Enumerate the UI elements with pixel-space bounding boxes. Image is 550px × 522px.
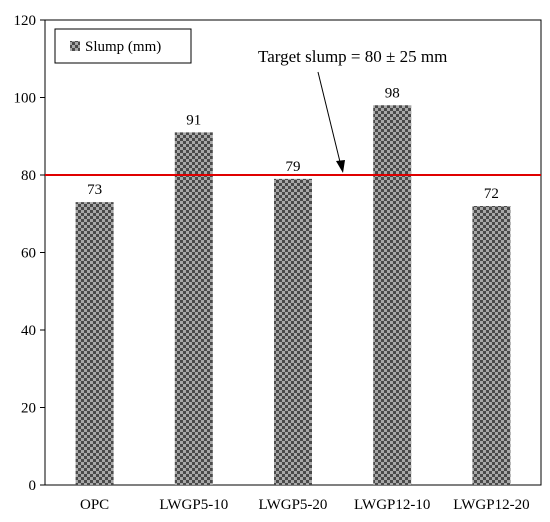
bar-opc [75, 202, 114, 485]
bar-lwgp5-20 [274, 178, 312, 485]
x-tick-label: LWGP5-20 [259, 497, 328, 513]
data-label: 98 [385, 85, 400, 101]
data-label: 79 [286, 159, 301, 175]
y-tick-label: 20 [21, 401, 36, 417]
legend: Slump (mm) [54, 28, 192, 64]
y-tick-label: 80 [21, 168, 36, 184]
x-tick-label: LWGP12-10 [354, 497, 430, 513]
y-tick-label: 0 [29, 478, 37, 494]
x-tick-label: LWGP12-20 [453, 497, 529, 513]
bar-lwgp5-10 [174, 132, 213, 485]
legend-swatch [70, 41, 80, 51]
data-label: 73 [87, 182, 102, 198]
bars-group [75, 105, 511, 485]
y-tick-label: 120 [14, 13, 37, 29]
y-tick-label: 100 [14, 91, 37, 107]
annotation-arrow-line [317, 71, 342, 167]
target-annotation: Target slump = 80 ± 25 mm [258, 47, 447, 66]
bar-lwgp12-20 [472, 206, 511, 485]
data-label: 72 [484, 186, 499, 202]
x-tick-label: OPC [80, 497, 109, 513]
data-label: 91 [186, 112, 201, 128]
legend-label: Slump (mm) [85, 39, 161, 55]
data-labels-group: 73 91 79 98 72 [87, 85, 499, 202]
annotation-arrowhead [336, 160, 345, 173]
y-tick-label: 60 [21, 246, 36, 262]
y-tick-label: 40 [21, 323, 36, 339]
x-tick-label: LWGP5-10 [159, 497, 228, 513]
bar-lwgp12-10 [373, 105, 412, 485]
y-axis: 0 20 40 60 80 100 120 [14, 13, 45, 494]
x-axis: OPC LWGP5-10 LWGP5-20 LWGP12-10 LWGP12-20 [80, 497, 530, 513]
